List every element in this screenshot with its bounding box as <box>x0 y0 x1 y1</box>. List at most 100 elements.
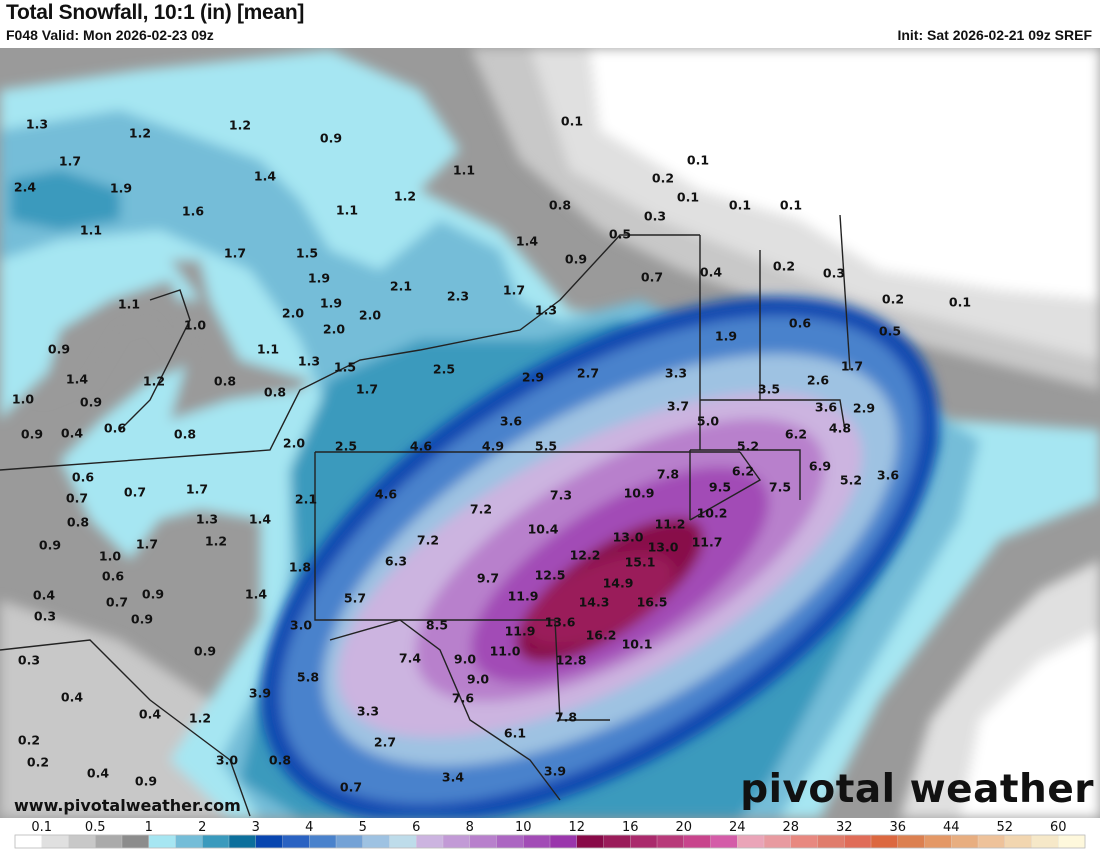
snowfall-value-label: 3.5 <box>758 382 780 397</box>
state-borders <box>0 214 851 817</box>
colorbar-swatch <box>14 834 43 849</box>
snowfall-value-label: 11.2 <box>655 517 686 532</box>
colorbar-swatch <box>710 834 738 849</box>
snowfall-value-label: 0.7 <box>124 485 146 500</box>
snowfall-value-label: 0.4 <box>87 766 109 781</box>
snowfall-value-label: 1.0 <box>184 318 206 333</box>
snowfall-value-label: 0.2 <box>652 171 674 186</box>
snowfall-value-label: 1.2 <box>129 126 151 141</box>
white-region-ne <box>590 48 1100 300</box>
colorbar-tick-label: 12 <box>568 820 585 835</box>
snowfall-value-label: 5.7 <box>344 591 366 606</box>
colorbar-swatch <box>202 834 230 849</box>
gray-region-ontario <box>170 260 310 420</box>
snowfall-value-label: 0.9 <box>135 774 157 789</box>
snowfall-value-label: 0.7 <box>106 595 128 610</box>
colorbar-swatch <box>282 834 310 849</box>
snowfall-value-label: 13.6 <box>545 615 576 630</box>
colorbar-tick-label: 10 <box>515 820 532 835</box>
snowfall-value-label: 5.8 <box>297 670 319 685</box>
snowfall-value-label: 6.2 <box>785 427 807 442</box>
snowfall-value-label: 2.3 <box>447 289 469 304</box>
snowfall-value-label: 4.9 <box>482 439 504 454</box>
snowfall-value-label: 2.9 <box>522 370 544 385</box>
colorbar-swatch <box>549 834 578 849</box>
snowfall-value-label: 13.0 <box>648 540 679 555</box>
colorbar-swatch <box>41 834 69 849</box>
snowfall-value-label: 0.9 <box>80 395 102 410</box>
snowfall-value-label: 0.1 <box>677 190 699 205</box>
snowfall-value-label: 1.1 <box>336 203 358 218</box>
snowfall-value-label: 1.9 <box>320 296 342 311</box>
snowfall-value-label: 2.7 <box>374 735 396 750</box>
snowfall-value-label: 2.0 <box>323 322 345 337</box>
snowfall-value-label: 9.5 <box>709 480 731 495</box>
colorbar-swatch <box>1004 834 1032 849</box>
colorbar-swatch <box>335 834 364 849</box>
snowfall-value-label: 1.1 <box>453 163 475 178</box>
snowfall-value-label: 6.3 <box>385 554 407 569</box>
snowfall-value-label: 1.7 <box>136 537 158 552</box>
snowfall-value-label: 1.4 <box>245 587 267 602</box>
snowfall-value-label: 16.5 <box>637 595 668 610</box>
colorbar-swatch <box>870 834 899 849</box>
colorbar-swatch <box>844 834 872 849</box>
snowfall-value-label: 5.5 <box>535 439 557 454</box>
colorbar-swatch <box>523 834 551 849</box>
colorbar-labels: 0.1 0.5 1 2 3 4 5 6 8 10 12 16 20 24 28 32 36 44 52 60 <box>31 820 1066 835</box>
snowfall-value-label: 6.9 <box>809 459 831 474</box>
snowfall-value-label: 0.3 <box>18 653 40 668</box>
snowfall-value-label: 11.9 <box>508 589 539 604</box>
snowfall-value-label: 3.0 <box>290 618 312 633</box>
snowfall-value-label: 1.3 <box>196 512 218 527</box>
colorbar-frame <box>14 834 1086 849</box>
snowfall-value-label: 0.4 <box>61 690 83 705</box>
snowfall-value-label: 0.1 <box>949 295 971 310</box>
snowfall-value-label: 0.5 <box>879 324 901 339</box>
gray-region-michigan <box>40 280 190 400</box>
snowfall-value-label: 1.9 <box>110 181 132 196</box>
colorbar-swatches <box>14 834 1086 849</box>
snowfall-value-label: 1.4 <box>66 372 88 387</box>
colorbar-swatch <box>977 834 1006 849</box>
colorbar-tick-label: 32 <box>836 820 853 835</box>
snowfall-value-label: 0.2 <box>773 259 795 274</box>
snowfall-value-label: 5.2 <box>737 439 759 454</box>
colorbar-tick-label: 0.1 <box>31 820 52 835</box>
snowfall-value-label: 0.7 <box>340 780 362 795</box>
snowfall-value-label: 2.0 <box>359 308 381 323</box>
colorbar-tick-label: 2 <box>198 820 206 835</box>
snowfall-value-label: 7.6 <box>452 691 474 706</box>
snowfall-value-label: 2.1 <box>295 492 317 507</box>
colorbar-swatch <box>790 834 818 849</box>
snowfall-value-label: 0.9 <box>21 427 43 442</box>
snowfall-value-label: 1.7 <box>186 482 208 497</box>
colorbar-swatch <box>897 834 925 849</box>
snowfall-value-label: 2.0 <box>283 436 305 451</box>
colorbar-swatch <box>469 834 497 849</box>
snowfall-value-label: 0.3 <box>823 266 845 281</box>
snowfall-value-label: 2.9 <box>853 401 875 416</box>
dark-teal-lake-superior <box>10 170 120 230</box>
snowfall-value-label: 0.5 <box>609 227 631 242</box>
snowfall-value-label: 1.2 <box>143 374 165 389</box>
snowfall-value-label: 2.6 <box>807 373 829 388</box>
snowfall-value-label: 0.3 <box>34 609 56 624</box>
website-url[interactable]: www.pivotalweather.com <box>14 796 241 815</box>
snowfall-value-label: 9.0 <box>467 672 489 687</box>
snowfall-value-label: 14.3 <box>579 595 610 610</box>
snowfall-value-label: 0.6 <box>104 421 126 436</box>
snowfall-value-label: 0.4 <box>700 265 722 280</box>
snowfall-value-label: 0.3 <box>644 209 666 224</box>
snowfall-value-label: 1.0 <box>99 549 121 564</box>
snowfall-value-label: 0.6 <box>789 316 811 331</box>
snowfall-value-label: 0.8 <box>174 427 196 442</box>
snowfall-value-label: 7.2 <box>470 502 492 517</box>
snowfall-value-label: 1.6 <box>182 204 204 219</box>
colorbar-swatch <box>121 834 150 849</box>
colorbar: 0.1 0.5 1 2 3 4 5 6 8 10 12 16 20 24 28 32 36 44 52 60 <box>0 818 1100 850</box>
snowfall-value-label: 1.3 <box>298 354 320 369</box>
snowfall-value-label: 7.8 <box>555 710 577 725</box>
snowfall-value-label: 0.1 <box>561 114 583 129</box>
snowfall-value-label: 14.9 <box>603 576 634 591</box>
